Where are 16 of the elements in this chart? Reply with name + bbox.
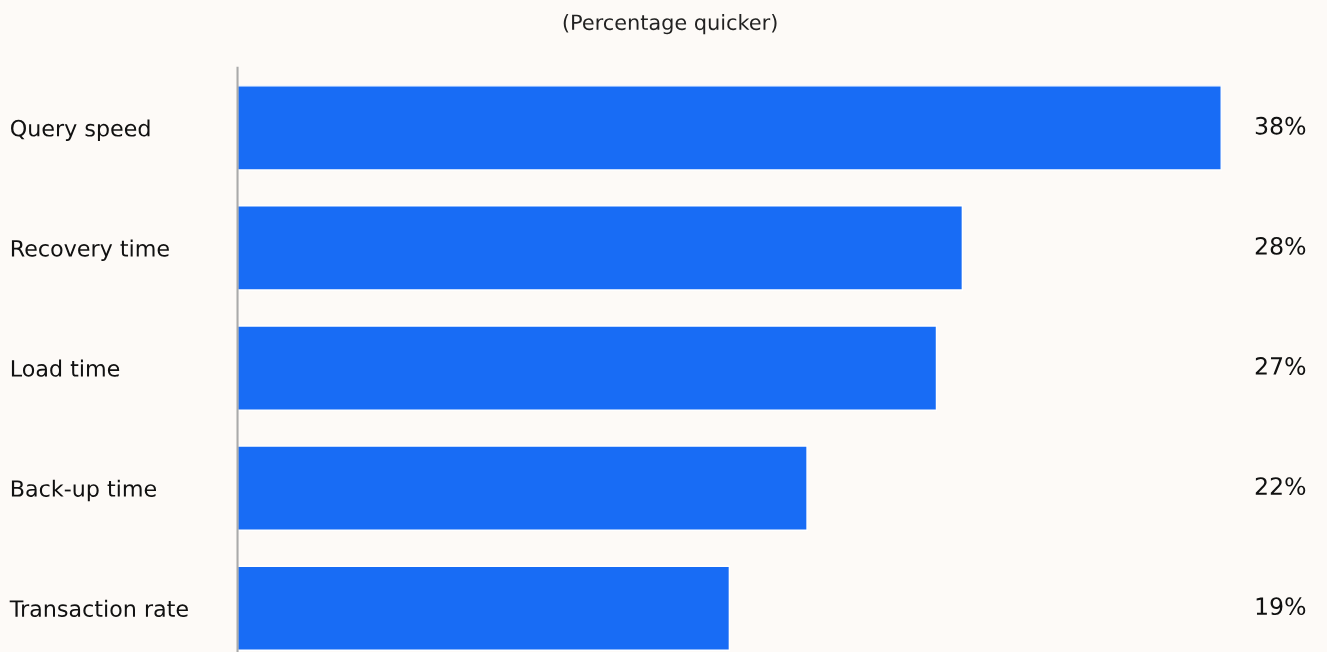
- y-tick-label: Query speed: [11, 119, 150, 141]
- bar: [237, 445, 808, 531]
- data-label: 28%: [1255, 236, 1306, 255]
- bar: [237, 325, 938, 411]
- bar: [237, 85, 1222, 171]
- data-label: 22%: [1255, 477, 1306, 495]
- y-tick-label: Recovery time: [11, 239, 169, 262]
- data-label: 19%: [1256, 597, 1306, 616]
- bar: [237, 565, 731, 651]
- chart-title: (Percentage quicker): [563, 14, 777, 35]
- y-tick-label: Transaction rate: [9, 599, 188, 618]
- y-tick-label: Back-up time: [11, 479, 156, 502]
- y-tick-label: Load time: [11, 359, 120, 377]
- data-label: 38%: [1255, 116, 1306, 135]
- data-label: 27%: [1255, 357, 1306, 375]
- bar: [237, 205, 964, 291]
